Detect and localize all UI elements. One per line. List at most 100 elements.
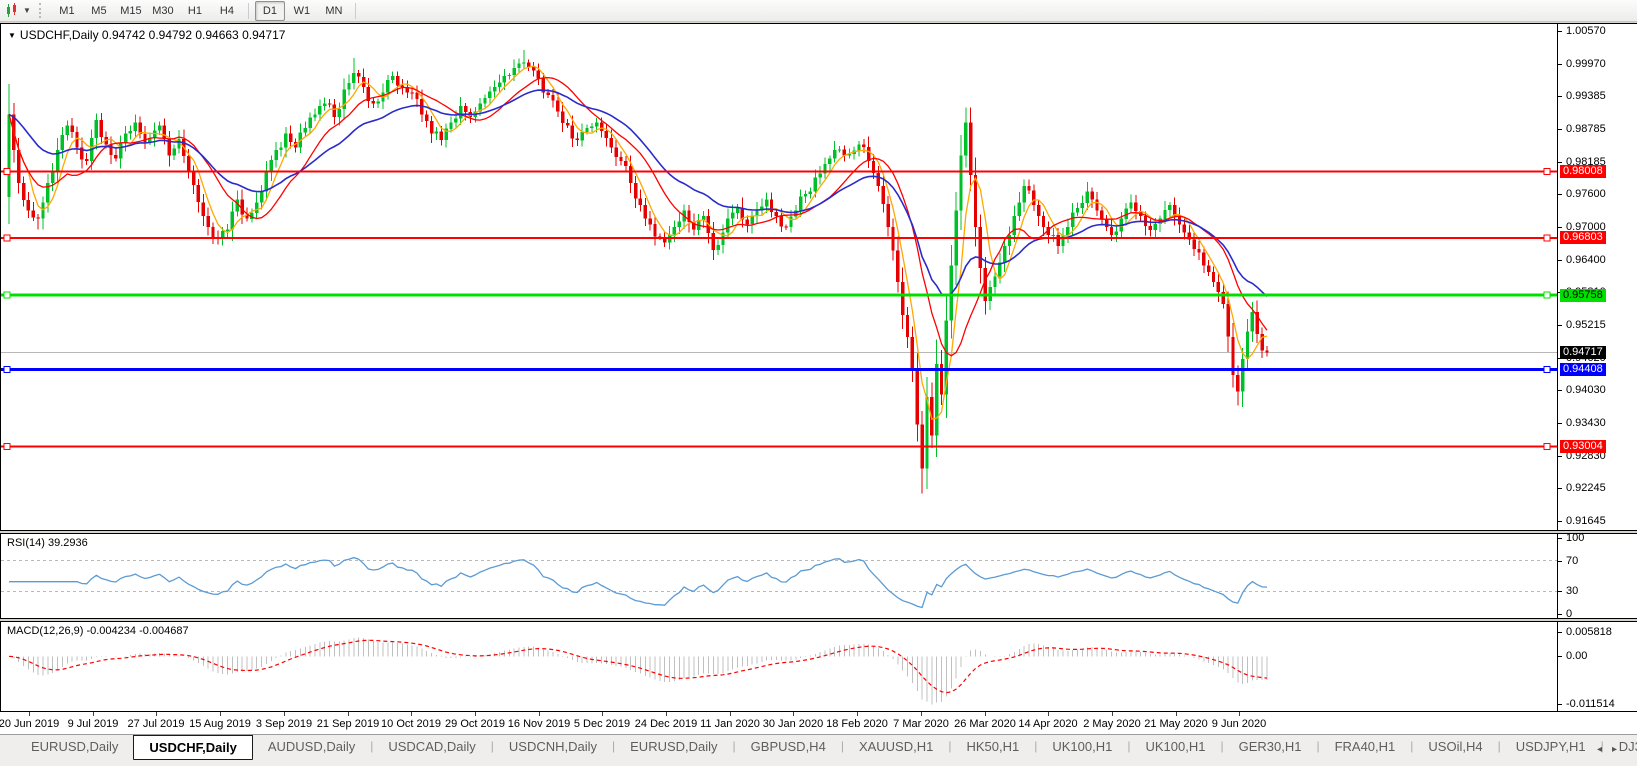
price-badge-0.95758: 0.95758 [1560, 289, 1606, 302]
hline-0.98008[interactable] [1, 168, 1557, 176]
macd-histogram [13, 637, 1268, 705]
date-label: 9 Jun 2020 [1211, 718, 1267, 730]
time-axis-tick [1239, 712, 1240, 716]
axis-tick [1558, 325, 1562, 326]
date-label: 27 Jul 2019 [127, 718, 185, 730]
timeframe-d1[interactable]: D1 [254, 0, 285, 21]
date-label: 14 Apr 2020 [1018, 718, 1078, 730]
axis-tick [1558, 656, 1562, 657]
tab-hk50-h1[interactable]: HK50,H1 [966, 739, 1020, 754]
hline-0.94408[interactable] [1, 365, 1557, 373]
tab-usdcnh-daily[interactable]: USDCNH,Daily [508, 739, 598, 754]
tab-separator: | [370, 739, 374, 753]
date-label: 9 Jul 2019 [67, 718, 119, 730]
time-axis-tick [1176, 712, 1177, 716]
price-tick-label: 0.91645 [1566, 515, 1606, 527]
macd-tick-label: 0.00 [1566, 650, 1588, 662]
tab-usdjpy-h1[interactable]: USDJPY,H1 [1515, 739, 1586, 754]
time-axis-tick [348, 712, 349, 716]
chart-type-dropdown-icon[interactable]: ▼ [23, 6, 31, 15]
date-label: 5 Dec 2019 [573, 718, 631, 730]
axis-tick [1558, 614, 1562, 615]
rsi-canvas[interactable] [1, 534, 1557, 618]
rsi-tick-label: 100 [1566, 532, 1585, 544]
time-axis-tick [985, 712, 986, 716]
price-axis[interactable]: 1.00570 0.99970 0.99385 0.98785 0.98185 0.976… [1557, 24, 1637, 530]
timeframe-m15[interactable]: M15 [120, 4, 142, 17]
date-label: 7 Mar 2020 [893, 718, 949, 730]
tab-dj30-daily[interactable]: DJ30,Daily [1618, 739, 1637, 754]
tab-usoil-h4[interactable]: USOil,H4 [1428, 739, 1483, 754]
time-axis-tick [1048, 712, 1049, 716]
time-axis[interactable]: 20 Jun 2019 9 Jul 2019 27 Jul 2019 15 Aug 2… [0, 712, 1637, 734]
tab-separator: | [1034, 739, 1038, 753]
axis-tick [1558, 591, 1562, 592]
price-badge-0.94408: 0.94408 [1560, 363, 1606, 376]
price-tick-label: 0.92830 [1566, 450, 1606, 462]
tab-separator: | [1127, 739, 1131, 753]
date-label: 10 Oct 2019 [381, 718, 441, 730]
axis-tick [1558, 96, 1562, 97]
tab-xauusd-h1[interactable]: XAUUSD,H1 [858, 739, 934, 754]
hline-0.95758[interactable] [1, 291, 1557, 299]
macd-tick-label: -0.011514 [1566, 698, 1615, 710]
date-label: 18 Feb 2020 [826, 718, 888, 730]
current-price-badge: 0.94717 [1560, 346, 1606, 359]
timeframe-m30[interactable]: M30 [152, 4, 174, 17]
toolbar-grip[interactable] [38, 3, 44, 18]
tab-uk100-h1[interactable]: UK100,H1 [1145, 739, 1206, 754]
rsi-axis[interactable]: 100 70 30 0 [1557, 532, 1637, 620]
macd-signal-line [8, 639, 1268, 694]
price-tick-label: 0.99970 [1566, 58, 1606, 70]
tab-usdcad-daily[interactable]: USDCAD,Daily [388, 739, 476, 754]
axis-tick [1558, 162, 1562, 163]
axis-tick [1558, 561, 1562, 562]
timeframe-group: M1 M5 M15 M30 H1 H4 D1 W1 MN [51, 0, 361, 21]
tab-separator: | [1600, 739, 1604, 753]
tab-ger30-h1[interactable]: GER30,H1 [1238, 739, 1302, 754]
hline-0.96803[interactable] [1, 234, 1557, 242]
timeframe-h1[interactable]: H1 [187, 4, 202, 17]
tab-separator: | [1220, 739, 1224, 753]
chart-dropdown-icon[interactable]: ▼ [8, 31, 16, 40]
axis-tick [1558, 704, 1562, 705]
timeframe-h4[interactable]: H4 [219, 4, 234, 17]
tab-separator: | [612, 739, 616, 753]
tabs-scroll-left-icon[interactable]: ◂ [1596, 744, 1612, 755]
date-label: 26 Mar 2020 [954, 718, 1016, 730]
price-badge-0.93004: 0.93004 [1560, 440, 1606, 453]
axis-tick [1558, 129, 1562, 130]
hline-0.93004[interactable] [1, 442, 1557, 450]
date-label: 2 May 2020 [1083, 718, 1141, 730]
chart-type-icon[interactable] [5, 3, 22, 18]
tab-eurusd-daily[interactable]: EURUSD,Daily [31, 739, 119, 754]
timeframe-w1[interactable]: W1 [293, 4, 311, 17]
rsi-tick-label: 30 [1566, 585, 1579, 597]
macd-axis[interactable]: 0.005818 0.00 -0.011514 [1557, 622, 1637, 711]
time-axis-tick [666, 712, 667, 716]
axis-tick [1558, 390, 1562, 391]
tab-eurusd-daily[interactable]: EURUSD,Daily [630, 739, 718, 754]
tab-fra40-h1[interactable]: FRA40,H1 [1334, 739, 1396, 754]
tab-audusd-daily[interactable]: AUDUSD,Daily [267, 739, 356, 754]
main-chart-canvas[interactable] [1, 24, 1557, 530]
tab-scroll-arrows: ◂▸ [1597, 744, 1627, 755]
tab-gbpusd-h4[interactable]: GBPUSD,H4 [750, 739, 826, 754]
tabs-scroll-right-icon[interactable]: ▸ [1611, 744, 1627, 755]
axis-tick [1558, 260, 1562, 261]
date-label: 16 Nov 2019 [507, 718, 571, 730]
main-chart-panel: ▼ USDCHF,Daily 0.94742 0.94792 0.94663 0.… [0, 23, 1637, 531]
macd-canvas[interactable] [1, 622, 1557, 711]
time-axis-tick [220, 712, 221, 716]
timeframe-mn[interactable]: MN [325, 4, 343, 17]
time-axis-tick [857, 712, 858, 716]
tab-uk100-h1[interactable]: UK100,H1 [1052, 739, 1113, 754]
timeframe-m5[interactable]: M5 [91, 4, 107, 17]
timeframe-m1[interactable]: M1 [59, 4, 75, 17]
tab-usdchf-daily[interactable]: USDCHF,Daily [133, 735, 253, 760]
price-badge-0.98008: 0.98008 [1560, 165, 1606, 178]
rsi-tick-label: 0 [1566, 608, 1573, 620]
price-tick-label: 0.96400 [1566, 254, 1606, 266]
time-axis-tick [284, 712, 285, 716]
